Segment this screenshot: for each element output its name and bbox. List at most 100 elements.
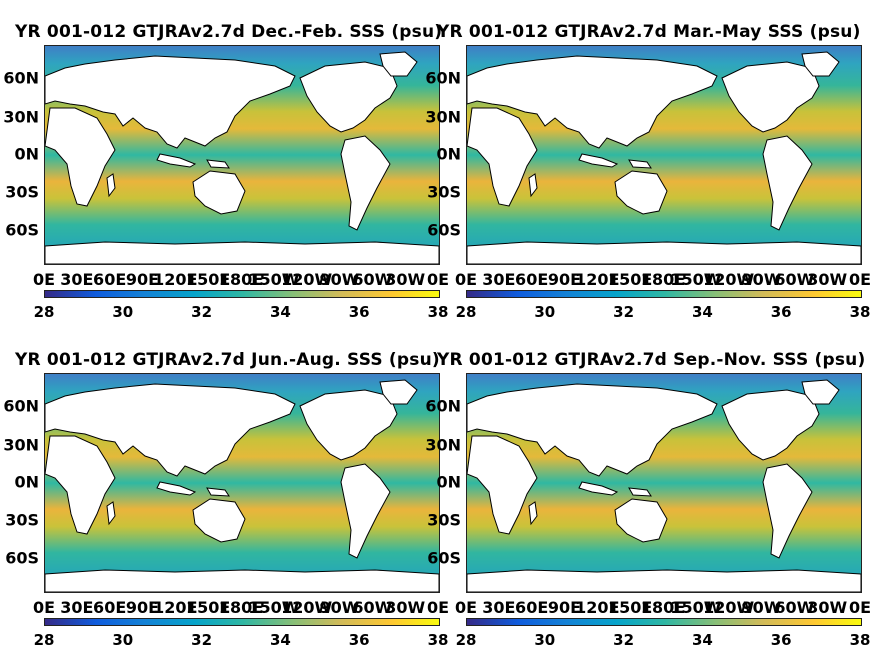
- land-mass: [379, 51, 418, 77]
- lat-tick-label: 60N: [3, 396, 39, 416]
- map-svg: [467, 379, 861, 592]
- land-mass: [528, 173, 538, 198]
- lat-tick-label: 30S: [427, 182, 461, 202]
- lon-tick-label: 30W: [385, 270, 426, 289]
- colorbar-tick-label: 36: [770, 631, 792, 649]
- land-mass: [801, 51, 840, 77]
- lon-tick-label: 120E: [575, 270, 620, 289]
- colorbar-tick-label: 28: [455, 303, 477, 321]
- map-plot: [466, 373, 862, 593]
- lat-tick-label: 30N: [3, 107, 39, 127]
- lon-tick-label: 60E: [515, 270, 549, 289]
- colorbar-tick-label: 32: [191, 631, 213, 649]
- land-mass: [467, 435, 538, 535]
- colorbar-tick-label: 34: [691, 303, 713, 321]
- lon-tick-label: 120E: [153, 598, 198, 617]
- land-mass: [192, 498, 246, 543]
- land-mass: [721, 389, 820, 461]
- map-svg: [45, 379, 439, 592]
- lon-tick-label: 120E: [575, 598, 620, 617]
- map-svg: [45, 51, 439, 264]
- panel-mam: YR 001-012 GTJRAv2.7d Mar.-May SSS (psu)…: [422, 0, 871, 328]
- lon-tick-label: 60E: [515, 598, 549, 617]
- map-svg: [467, 51, 861, 264]
- colorbar-tick-label: 38: [849, 303, 871, 321]
- colorbar-tick-label: 36: [348, 631, 370, 649]
- colorbar-tick-label: 30: [112, 631, 134, 649]
- lon-tick-label: 90E: [547, 270, 582, 289]
- lon-tick-label: 60W: [352, 598, 393, 617]
- land-mass: [206, 159, 230, 169]
- lon-tick-label: 60W: [774, 270, 815, 289]
- land-mass: [528, 501, 538, 526]
- land-mass: [467, 107, 538, 207]
- colorbar: [44, 618, 440, 626]
- lat-tick-label: 0N: [14, 472, 39, 492]
- map-plot: [466, 45, 862, 265]
- land-mass: [467, 241, 861, 264]
- land-mass: [467, 569, 861, 592]
- panel-jja: YR 001-012 GTJRAv2.7d Jun.-Aug. SSS (psu…: [0, 328, 449, 656]
- land-mass: [578, 481, 619, 496]
- colorbar: [466, 290, 862, 298]
- land-mass: [106, 173, 116, 198]
- lon-tick-label: 60W: [352, 270, 393, 289]
- lat-tick-label: 30N: [425, 435, 461, 455]
- lon-tick-label: 90W: [319, 598, 360, 617]
- land-mass: [467, 55, 718, 149]
- lon-tick-label: 30W: [385, 598, 426, 617]
- colorbar-tick-label: 28: [455, 631, 477, 649]
- panel-title: YR 001-012 GTJRAv2.7d Mar.-May SSS (psu): [437, 22, 861, 42]
- lat-tick-label: 30S: [5, 182, 39, 202]
- land-mass: [801, 379, 840, 405]
- lon-tick-label: 150E: [185, 598, 231, 617]
- lat-tick-label: 60S: [427, 548, 461, 568]
- lat-tick-label: 30S: [427, 510, 461, 530]
- land-mass: [45, 569, 439, 592]
- lat-tick-label: 60N: [3, 68, 39, 88]
- lon-tick-label: 30W: [807, 270, 848, 289]
- lon-tick-label: 150E: [607, 270, 653, 289]
- lon-tick-label: 150W: [248, 598, 300, 617]
- lon-tick-label: 30E: [482, 598, 516, 617]
- land-mass: [45, 107, 116, 207]
- colorbar-tick-label: 32: [613, 303, 635, 321]
- lon-tick-label: 90W: [741, 598, 782, 617]
- colorbar-tick-label: 30: [534, 631, 556, 649]
- colorbar-tick-label: 30: [534, 303, 556, 321]
- lon-tick-label: 120W: [281, 270, 333, 289]
- land-mass: [614, 498, 668, 543]
- land-mass: [467, 383, 718, 477]
- lon-tick-label: 150W: [670, 270, 722, 289]
- lat-tick-label: 30N: [3, 435, 39, 455]
- lat-tick-label: 0N: [436, 144, 461, 164]
- lon-tick-label: 30W: [807, 598, 848, 617]
- colorbar-tick-label: 38: [427, 303, 449, 321]
- lat-tick-label: 60N: [425, 68, 461, 88]
- lon-tick-label: 120E: [153, 270, 198, 289]
- lon-tick-label: 60W: [774, 598, 815, 617]
- lon-tick-label: 90E: [125, 598, 160, 617]
- colorbar-tick-label: 38: [427, 631, 449, 649]
- lat-tick-label: 60N: [425, 396, 461, 416]
- land-mass: [762, 463, 813, 559]
- panel-title: YR 001-012 GTJRAv2.7d Sep.-Nov. SSS (psu…: [437, 350, 866, 370]
- land-mass: [299, 61, 398, 133]
- lon-tick-label: 30E: [482, 270, 516, 289]
- land-mass: [106, 501, 116, 526]
- colorbar-tick-label: 30: [112, 303, 134, 321]
- map-plot: [44, 45, 440, 265]
- colorbar-tick-label: 34: [269, 631, 291, 649]
- land-mass: [299, 389, 398, 461]
- lat-tick-label: 60S: [5, 220, 39, 240]
- lon-tick-label: 180E: [640, 598, 686, 617]
- land-mass: [614, 170, 668, 215]
- colorbar-tick-label: 38: [849, 631, 871, 649]
- lat-tick-label: 30N: [425, 107, 461, 127]
- lat-tick-label: 0N: [436, 472, 461, 492]
- lon-tick-label: 0E: [32, 598, 56, 617]
- lon-tick-label: 30E: [60, 598, 94, 617]
- lon-tick-label: 0E: [426, 270, 450, 289]
- lon-tick-label: 0E: [32, 270, 56, 289]
- lon-tick-label: 90E: [547, 598, 582, 617]
